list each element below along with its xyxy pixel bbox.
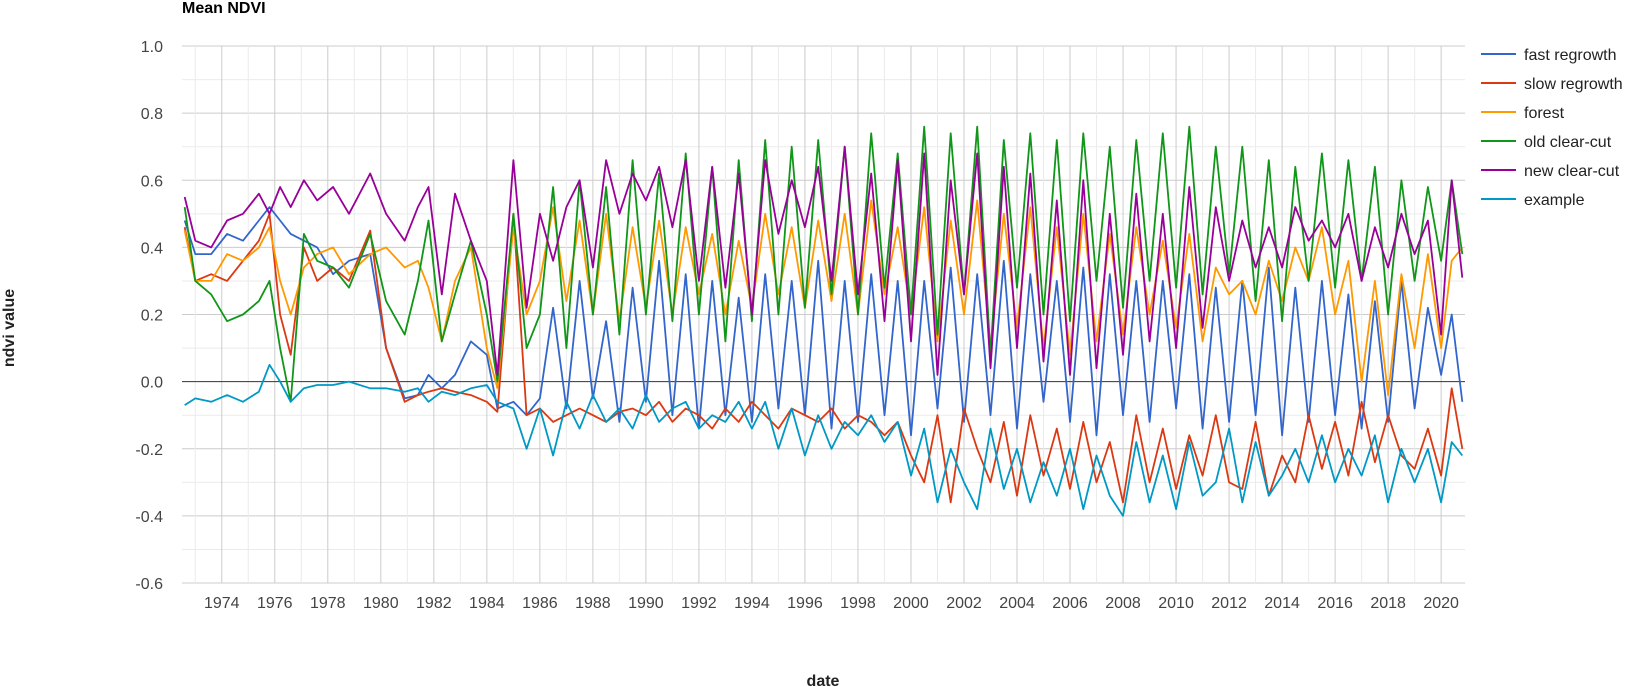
x-tick-label: 1994 [734, 595, 770, 612]
x-tick-label: 1986 [522, 595, 558, 612]
x-tick-label: 2008 [1105, 595, 1141, 612]
series-lines [183, 125, 1464, 517]
x-tick-label: 2002 [946, 595, 982, 612]
x-tick-label: 1984 [469, 595, 505, 612]
x-tick-label: 1996 [787, 595, 823, 612]
legend-label: fast regrowth [1524, 47, 1616, 64]
x-tick-label: 1988 [575, 595, 611, 612]
x-tick-label: 2020 [1423, 595, 1459, 612]
y-tick-label: -0.4 [135, 509, 163, 526]
chart-title: Mean NDVI [182, 0, 266, 17]
legend-label: example [1524, 192, 1585, 209]
y-tick-label: 0.6 [141, 173, 163, 190]
legend: fast regrowth slow regrowth forest old clea… [1481, 47, 1623, 209]
series-line-forest [183, 199, 1464, 397]
x-tick-label: 2012 [1211, 595, 1247, 612]
x-tick-label: 2016 [1317, 595, 1353, 612]
x-axis-ticks: 1974 1976 1978 1980 1982 1984 1986 1988 1990 1992… [204, 595, 1459, 612]
y-tick-label: -0.6 [135, 576, 163, 593]
x-tick-label: 1980 [363, 595, 399, 612]
y-tick-label: 0.8 [141, 106, 163, 123]
legend-label: forest [1524, 105, 1565, 122]
y-tick-label: 0.4 [141, 240, 163, 257]
x-tick-label: 2010 [1158, 595, 1194, 612]
gridlines [182, 45, 1465, 584]
x-tick-label: 2006 [1052, 595, 1088, 612]
y-axis-ticks: 1.0 0.8 0.6 0.4 0.2 0.0 -0.2 -0.4 -0.6 [135, 39, 163, 593]
x-tick-label: 1982 [416, 595, 452, 612]
x-axis-title: date [807, 673, 840, 687]
legend-label: new clear-cut [1524, 163, 1620, 180]
y-tick-label: 1.0 [141, 39, 163, 56]
x-tick-label: 2018 [1370, 595, 1406, 612]
x-tick-label: 1978 [310, 595, 346, 612]
y-axis-title: ndvi value [1, 289, 18, 367]
x-tick-label: 2000 [893, 595, 929, 612]
y-tick-label: -0.2 [135, 442, 163, 459]
series-line-fast-regrowth [183, 206, 1464, 437]
x-tick-label: 1990 [628, 595, 664, 612]
x-tick-label: 1992 [681, 595, 717, 612]
x-tick-label: 1998 [840, 595, 876, 612]
series-line-slow-regrowth [183, 212, 1464, 504]
x-tick-label: 1976 [257, 595, 293, 612]
x-tick-label: 2014 [1264, 595, 1300, 612]
y-tick-label: 0.0 [141, 375, 163, 392]
x-tick-label: 1974 [204, 595, 240, 612]
series-line-example [184, 363, 1464, 517]
x-tick-label: 2004 [999, 595, 1035, 612]
y-tick-label: 0.2 [141, 308, 163, 325]
legend-label: slow regrowth [1524, 76, 1623, 93]
series-line-new-clear-cut [183, 145, 1464, 376]
legend-label: old clear-cut [1524, 134, 1612, 151]
